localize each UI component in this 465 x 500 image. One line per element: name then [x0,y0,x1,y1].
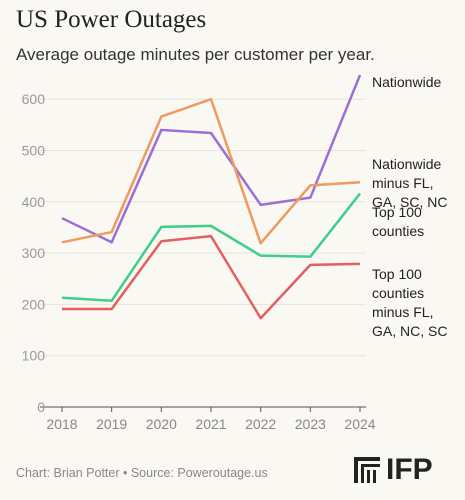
series-label: Top 100 counties minus FL, GA, NC, SC [372,266,448,339]
series-label: Nationwide [372,74,442,90]
series-label: Top 100 counties [372,204,425,239]
series-line [61,74,362,244]
series-label: Nationwide minus FL, GA, SC, NC [372,156,448,210]
y-tick-label: 600 [22,91,46,107]
y-tick-label: 400 [22,194,46,210]
source-note: Chart: Brian Potter • Source: Poweroutag… [16,466,268,480]
x-tick-label: 2019 [96,416,127,432]
x-tick-label: 2024 [344,416,375,432]
y-tick-label: 100 [22,348,46,364]
x-tick-label: 2022 [245,416,276,432]
x-tick-label: 2021 [195,416,226,432]
logo: IFP [354,453,433,486]
series-line [61,97,361,245]
y-tick-label: 500 [22,142,46,158]
x-tick-label: 2023 [295,416,326,432]
y-tick-label: 300 [22,245,46,261]
series-line [62,234,361,320]
logo-icon [354,457,380,483]
x-tick-label: 2020 [146,416,177,432]
x-tick-label: 2018 [46,416,77,432]
logo-text: IFP [386,453,433,486]
chart-subtitle: Average outage minutes per customer per … [16,45,375,64]
series-line [61,192,361,303]
y-tick-label: 200 [22,296,46,312]
y-tick-label: 0 [37,399,45,415]
chart-title: US Power Outages [16,6,207,33]
